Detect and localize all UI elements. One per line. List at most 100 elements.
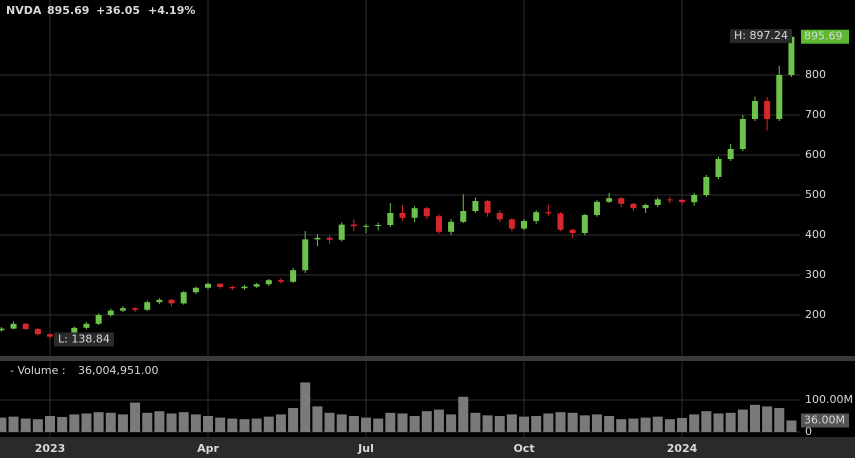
candle-body (630, 203, 637, 209)
last-price-box (801, 29, 849, 44)
volume-bar (543, 413, 554, 432)
candle-body (265, 280, 272, 285)
candle-body (22, 323, 29, 329)
volume-header-value: 36,004,951.00 (78, 364, 158, 377)
volume-bar (774, 408, 785, 432)
candle-body (47, 334, 54, 337)
candle-body (350, 224, 357, 227)
y-tick-label: 300 (805, 268, 826, 281)
volume-bar (227, 418, 238, 432)
volume-bar (57, 416, 68, 432)
volume-bar (433, 409, 444, 432)
volume-bar (567, 412, 578, 432)
volume-bar (604, 416, 615, 432)
candle-body (751, 101, 758, 119)
candle-body (71, 327, 78, 335)
volume-bar (628, 418, 639, 432)
volume-bar (555, 412, 566, 432)
volume-bar (652, 416, 663, 432)
candle-body (156, 299, 163, 303)
volume-bar (519, 416, 530, 432)
volume-bar (373, 418, 384, 432)
volume-bar (324, 412, 335, 432)
candle-body (375, 225, 382, 226)
y-tick-label: 100.00M (805, 393, 853, 406)
candle-body (83, 323, 90, 328)
volume-bar (300, 382, 311, 432)
y-tick-label: 200 (805, 308, 826, 321)
candle-body (679, 199, 686, 203)
header-change: +36.05 (96, 4, 140, 17)
volume-bar (458, 396, 469, 432)
low-label-box (54, 332, 115, 347)
volume-bar (275, 414, 286, 432)
volume-bar (482, 415, 493, 432)
candle-body (521, 221, 528, 229)
x-tick-label: Apr (197, 442, 219, 455)
volume-bar (32, 419, 43, 432)
candle-body (581, 215, 588, 233)
volume-bar (409, 416, 420, 432)
volume-bar (312, 406, 323, 432)
candle-body (411, 208, 418, 218)
volume-bar (385, 412, 396, 432)
candle-body (618, 198, 625, 204)
high-label-box (730, 29, 792, 44)
candle-body (229, 287, 236, 289)
candle-body (727, 149, 734, 159)
y-tick-label: 600 (805, 148, 826, 161)
candle-body (557, 213, 564, 230)
candle-body (472, 201, 479, 211)
candle-body (435, 216, 442, 232)
volume-bar (348, 416, 359, 432)
volume-bar (737, 409, 748, 432)
candle-body (180, 292, 187, 304)
candle-body (569, 229, 576, 233)
volume-bar (178, 412, 189, 432)
volume-bar (69, 414, 80, 432)
volume-bar (689, 414, 700, 432)
last-price-label: 895.69 (804, 30, 843, 43)
low-label: L: 138.84 (58, 332, 110, 345)
y-tick-label: 400 (805, 228, 826, 241)
candle-body (302, 239, 309, 271)
candle-body (448, 221, 455, 232)
volume-bar (616, 419, 627, 432)
candle-body (314, 237, 321, 240)
volume-bar (0, 417, 7, 432)
volume-bar (725, 412, 736, 432)
volume-bar (45, 416, 56, 432)
candle-body (107, 310, 114, 315)
volume-bar (20, 418, 31, 432)
volume-bar (786, 420, 797, 432)
candle-body (691, 195, 698, 203)
header-change-pct: +4.19% (148, 4, 195, 17)
x-axis-strip (0, 437, 855, 458)
candle-body (460, 211, 467, 222)
candle-body (508, 219, 515, 229)
candle-body (484, 201, 491, 213)
candle-body (593, 201, 600, 215)
candle-body (606, 198, 613, 202)
volume-bar (130, 402, 141, 432)
volume-bar (531, 416, 542, 432)
candle-body (34, 329, 41, 335)
volume-bar (664, 419, 675, 432)
x-tick-label: 2024 (667, 442, 698, 455)
candle-body (192, 287, 199, 293)
candle-body (545, 212, 552, 214)
candle-body (0, 328, 5, 331)
candle-body (338, 224, 345, 240)
volume-bar (190, 414, 201, 432)
marks (0, 36, 797, 432)
volume-bar (166, 413, 177, 432)
volume-bar (713, 413, 724, 432)
volume-bar (591, 414, 602, 432)
candle-body (715, 159, 722, 177)
candle-body (399, 213, 406, 218)
volume-bar (579, 415, 590, 432)
high-label: H: 897.24 (734, 29, 788, 42)
candle-body (387, 213, 394, 225)
